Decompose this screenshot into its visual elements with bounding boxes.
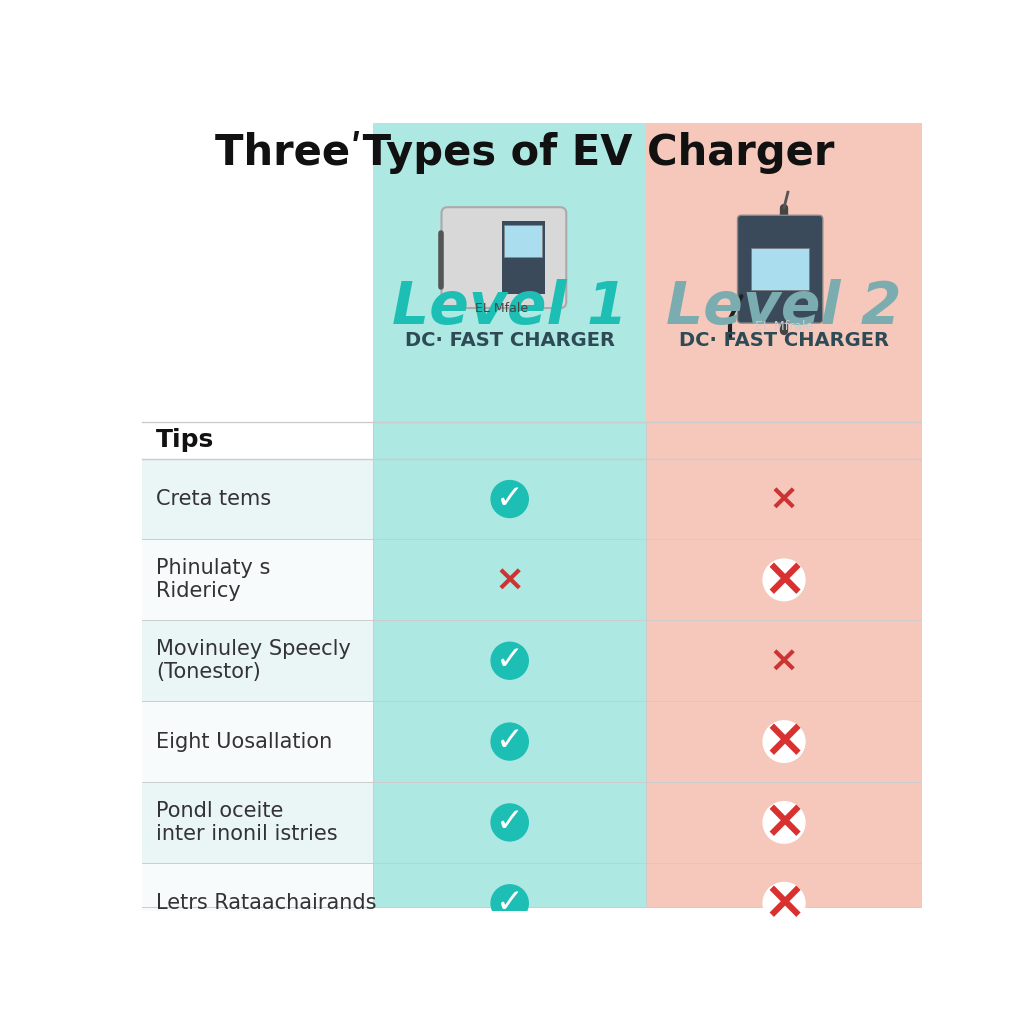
Text: ✓: ✓ xyxy=(496,805,523,839)
Text: ×: × xyxy=(762,797,806,849)
Text: ✓: ✓ xyxy=(496,886,523,919)
Text: EL Mfale: EL Mfale xyxy=(475,301,528,314)
FancyBboxPatch shape xyxy=(502,221,545,294)
Text: Pondl oceite
inter inonil istries: Pondl oceite inter inonil istries xyxy=(156,801,338,844)
Text: DC· FAST CHARGER: DC· FAST CHARGER xyxy=(404,331,614,349)
Text: ThreeʹTypes of EV Charger: ThreeʹTypes of EV Charger xyxy=(215,131,835,174)
Text: ×: × xyxy=(762,716,806,768)
Text: Level 2: Level 2 xyxy=(667,280,902,336)
Text: ✓: ✓ xyxy=(496,724,523,758)
Text: ×: × xyxy=(769,482,799,516)
Circle shape xyxy=(763,721,805,762)
Bar xyxy=(142,459,373,540)
Circle shape xyxy=(492,804,528,841)
Circle shape xyxy=(763,559,805,601)
Text: ✓: ✓ xyxy=(496,481,523,515)
Text: ✓: ✓ xyxy=(496,643,523,677)
Text: ×: × xyxy=(769,644,799,678)
Circle shape xyxy=(492,642,528,679)
Bar xyxy=(142,782,373,863)
Circle shape xyxy=(763,802,805,843)
FancyBboxPatch shape xyxy=(737,215,823,324)
Circle shape xyxy=(492,480,528,517)
FancyBboxPatch shape xyxy=(504,225,543,257)
Circle shape xyxy=(763,883,805,924)
Bar xyxy=(646,123,922,906)
Bar xyxy=(142,540,373,621)
Text: DC· FAST CHARGER: DC· FAST CHARGER xyxy=(679,331,889,349)
Text: Movinuley Speecly
(Tonestor): Movinuley Speecly (Tonestor) xyxy=(156,639,351,682)
FancyBboxPatch shape xyxy=(441,207,566,308)
Text: Tips: Tips xyxy=(156,428,214,453)
Bar xyxy=(142,422,373,459)
Text: Letrs Rataachairands: Letrs Rataachairands xyxy=(156,893,377,913)
Text: ×: × xyxy=(495,563,525,597)
Circle shape xyxy=(492,885,528,922)
Bar xyxy=(373,123,646,906)
Bar xyxy=(142,863,373,944)
Bar xyxy=(142,621,373,701)
Text: Creta tems: Creta tems xyxy=(156,489,271,509)
Text: Eight Uosallation: Eight Uosallation xyxy=(156,731,332,752)
Circle shape xyxy=(492,723,528,760)
Text: ×: × xyxy=(762,554,806,606)
Bar xyxy=(142,701,373,782)
Text: Level 1: Level 1 xyxy=(392,280,628,336)
FancyBboxPatch shape xyxy=(752,249,809,290)
Text: Phinulaty s
Ridericy: Phinulaty s Ridericy xyxy=(156,558,270,601)
Text: EL Mfrale: EL Mfrale xyxy=(755,321,813,334)
Text: ×: × xyxy=(762,878,806,929)
